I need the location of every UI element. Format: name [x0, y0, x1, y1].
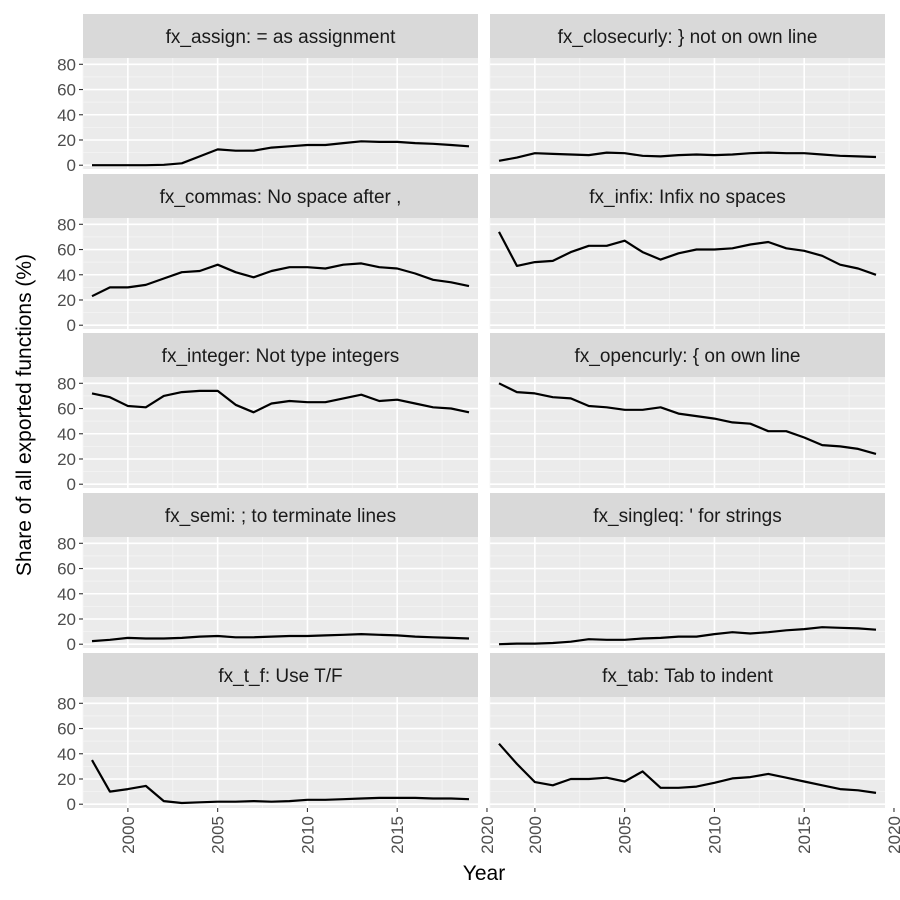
facet-strip: [490, 14, 885, 58]
facet-panel: fx_integer: Not type integers: [82, 333, 478, 488]
y-tick-label: 20: [57, 450, 76, 469]
y-tick-label: 20: [57, 610, 76, 629]
x-tick-label: 2015: [795, 816, 814, 854]
facet-panel: fx_assign: = as assignment: [82, 14, 478, 169]
series-line: [498, 742, 877, 794]
panel-background: [83, 537, 478, 648]
x-tick-label: 2020: [885, 816, 900, 854]
panel-background: [490, 697, 885, 808]
x-tick-label: 2005: [616, 816, 635, 854]
facet-title: fx_closecurly: } not on own line: [558, 27, 818, 48]
y-tick-label: 80: [57, 215, 76, 234]
y-tick-label: 80: [57, 55, 76, 74]
series-line: [498, 231, 877, 276]
y-tick-label: 80: [57, 694, 76, 713]
facet-strip: [490, 653, 885, 697]
facet-panel: fx_t_f: Use T/F: [82, 653, 478, 808]
y-tick-label: 20: [57, 131, 76, 150]
y-tick-label: 60: [57, 720, 76, 739]
facet-strip: [83, 653, 478, 697]
facet-title: fx_tab: Tab to indent: [602, 666, 773, 687]
facet-panel: fx_singleq: ' for strings: [489, 493, 885, 648]
y-tick-label: 60: [57, 241, 76, 260]
y-tick-label: 0: [67, 156, 76, 175]
y-tick-label: 60: [57, 81, 76, 100]
panel-background: [83, 58, 478, 169]
facet-strip: [83, 14, 478, 58]
facet-strip: [490, 174, 885, 218]
facet-title: fx_commas: No space after ,: [160, 187, 402, 208]
facet-strip: [490, 493, 885, 537]
series-line: [92, 140, 470, 167]
y-tick-label: 60: [57, 400, 76, 419]
series-line: [498, 626, 877, 646]
y-tick-label: 20: [57, 770, 76, 789]
facet-strip: [83, 174, 478, 218]
series-line: [498, 151, 877, 162]
y-tick-label: 40: [57, 585, 76, 604]
y-tick-label: 40: [57, 106, 76, 125]
facet-title: fx_t_f: Use T/F: [218, 666, 342, 687]
x-tick-label: 2010: [705, 816, 724, 854]
series-line: [91, 389, 470, 414]
facet-strip: [490, 333, 885, 377]
facet-panels: fx_assign: = as assignment fx_closecurly:…: [82, 14, 885, 808]
x-tick-label: 2020: [478, 816, 497, 854]
y-tick-label: 80: [57, 374, 76, 393]
y-tick-label: 40: [57, 425, 76, 444]
panel-background: [83, 377, 478, 488]
y-tick-label: 0: [67, 316, 76, 335]
panel-background: [490, 377, 885, 488]
facet-panel: fx_semi: ; to terminate lines: [82, 493, 478, 648]
y-tick-label: 0: [67, 475, 76, 494]
x-axis-title: Year: [463, 862, 505, 885]
series-line: [498, 382, 877, 455]
y-axis-title: Share of all exported functions (%): [13, 254, 36, 576]
panel-background: [490, 58, 885, 169]
facet-title: fx_infix: Infix no spaces: [589, 187, 785, 208]
y-tick-label: 20: [57, 291, 76, 310]
facet-strip: [83, 493, 478, 537]
x-tick-label: 2005: [209, 816, 228, 854]
facet-panel: fx_commas: No space after ,: [82, 174, 478, 329]
series-line: [91, 759, 470, 805]
facet-panel: fx_closecurly: } not on own line: [489, 14, 885, 169]
panel-background: [490, 537, 885, 648]
y-tick-label: 40: [57, 745, 76, 764]
facet-title: fx_integer: Not type integers: [162, 346, 400, 367]
series-line: [91, 632, 470, 643]
facet-strip: [83, 333, 478, 377]
x-tick-label: 2000: [119, 816, 138, 854]
x-axes: 2000 2005 2010 2015 2020 2000 2005 2010 2015 2020: [119, 808, 900, 854]
y-tick-label: 40: [57, 266, 76, 285]
y-tick-label: 0: [67, 795, 76, 814]
y-tick-label: 80: [57, 534, 76, 553]
facet-panel: fx_opencurly: { on own line: [489, 333, 885, 488]
y-tick-label: 60: [57, 560, 76, 579]
facet-title: fx_assign: = as assignment: [166, 27, 396, 48]
x-tick-label: 2015: [388, 816, 407, 854]
y-axes: 0 20 40 60 80 0 20 40 60 80 0 20 40 60 80 0 20 40 60 80 0 20 4…: [57, 55, 83, 814]
facet-panel: fx_infix: Infix no spaces: [489, 174, 885, 329]
facet-title: fx_opencurly: { on own line: [574, 346, 800, 367]
y-tick-label: 0: [67, 635, 76, 654]
panel-background: [490, 218, 885, 329]
facet-panel: fx_tab: Tab to indent: [489, 653, 885, 808]
facet-title: fx_semi: ; to terminate lines: [165, 506, 396, 527]
x-tick-label: 2000: [526, 816, 545, 854]
facet-title: fx_singleq: ' for strings: [593, 506, 781, 527]
x-tick-label: 2010: [298, 816, 317, 854]
series-line: [91, 262, 470, 298]
